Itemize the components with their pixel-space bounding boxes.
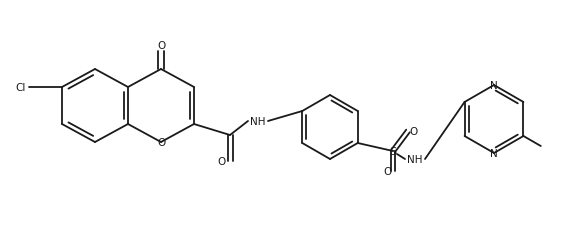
Text: N: N [490,81,498,91]
Text: O: O [383,166,391,176]
Text: O: O [157,137,165,147]
Text: O: O [410,126,418,137]
Text: O: O [218,156,226,166]
Text: O: O [157,41,165,51]
Text: NH: NH [407,154,423,164]
Text: N: N [490,148,498,158]
Text: Cl: Cl [15,83,26,93]
Text: NH: NH [251,116,266,126]
Text: S: S [390,146,396,156]
